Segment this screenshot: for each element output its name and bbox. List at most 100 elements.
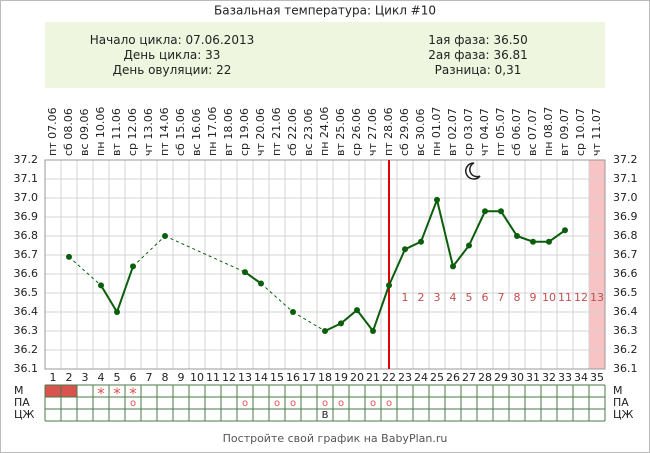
y-tick-label: 36.8	[14, 229, 39, 242]
row-symbol: *	[97, 385, 105, 403]
y-tick-label: 36.2	[14, 343, 39, 356]
info-value: 36.81	[493, 48, 527, 62]
weekday: сб	[286, 143, 299, 156]
date-label: пн 08.07	[542, 107, 555, 156]
temp-point	[418, 238, 424, 245]
info-line: Начало цикла: 07.06.2013	[90, 33, 254, 47]
day-number: 13	[238, 371, 252, 384]
date-label: вт 11.06	[110, 108, 123, 156]
weekday: ср	[350, 143, 363, 156]
info-label: 1ая фаза:	[428, 33, 489, 47]
weekday: ср	[126, 143, 139, 156]
date: 17.06	[206, 107, 219, 139]
date: 08.07	[542, 107, 555, 139]
weekday: ср	[238, 143, 251, 156]
info-line: 1ая фаза: 36.50	[428, 33, 528, 47]
date: 27.06	[366, 108, 379, 140]
highlight-day	[589, 160, 605, 369]
temp-point	[386, 282, 392, 289]
day-number: 4	[98, 371, 105, 384]
temp-point	[66, 253, 72, 260]
info-line: 2ая фаза: 36.81	[428, 48, 528, 62]
row-label: М	[14, 384, 24, 397]
date-label: пн 01.07	[430, 107, 443, 156]
info-box	[45, 22, 605, 88]
plot-border	[44, 159, 606, 370]
phase2-day: 6	[482, 291, 489, 304]
weekday: пт	[158, 142, 171, 156]
phase2-day: 2	[418, 291, 425, 304]
day-number: 15	[270, 371, 284, 384]
gap-connector	[164, 235, 246, 273]
row-symbol: o	[322, 398, 328, 409]
y-tick-label-right: 36.4	[613, 305, 638, 318]
weekday: чт	[254, 143, 267, 156]
date-label: чт 20.06	[254, 108, 267, 156]
temp-point	[370, 328, 376, 334]
info-label: День овуляции:	[113, 63, 213, 77]
y-tick-label: 36.5	[14, 286, 39, 299]
temp-point	[434, 196, 440, 203]
date-label: ср 10.07	[574, 108, 587, 156]
weekday: пт	[46, 142, 59, 156]
filled-cell	[61, 385, 77, 397]
date: 10.06	[94, 107, 107, 139]
info-line: День овуляции: 22	[113, 63, 232, 77]
filled-cell	[45, 385, 61, 397]
date-label: пт 21.06	[270, 107, 283, 156]
phase2-day: 7	[498, 291, 505, 304]
date-label: пт 05.07	[494, 107, 507, 156]
date-label: ср 19.06	[238, 108, 251, 156]
temp-point	[482, 208, 488, 215]
row-label: ЦЖ	[14, 408, 35, 421]
weekday: пн	[94, 142, 107, 156]
day-number: 34	[574, 371, 588, 384]
phase2-day: 3	[434, 291, 441, 304]
weekday: пн	[206, 142, 219, 156]
date: 24.06	[318, 107, 331, 139]
date-label: чт 27.06	[366, 108, 379, 156]
day-number: 20	[350, 371, 364, 384]
day-number: 5	[114, 371, 121, 384]
temp-point	[402, 246, 408, 253]
date-label: вт 18.06	[222, 108, 235, 156]
date: 01.07	[430, 107, 443, 139]
y-tick-label-right: 36.6	[613, 267, 638, 280]
day-number: 28	[478, 371, 492, 384]
date-label: пн 17.06	[206, 107, 219, 156]
date: 06.07	[510, 108, 523, 140]
temp-point	[354, 307, 360, 314]
weekday: чт	[142, 143, 155, 156]
date: 30.06	[414, 108, 427, 140]
weekday: вс	[414, 143, 427, 156]
temp-line	[324, 196, 566, 334]
day-number: 10	[190, 371, 204, 384]
day-number: 8	[162, 371, 169, 384]
date-label: чт 13.06	[142, 108, 155, 156]
date-label: вт 09.07	[558, 108, 571, 156]
day-number: 35	[590, 371, 604, 384]
day-number: 7	[146, 371, 153, 384]
weekday: пт	[494, 142, 507, 156]
weekday: вс	[526, 143, 539, 156]
day-number: 2	[66, 371, 73, 384]
date: 03.07	[462, 108, 475, 140]
temp-point	[322, 328, 328, 334]
date-label: сб 06.07	[510, 108, 523, 156]
day-number: 11	[206, 371, 220, 384]
date: 07.07	[526, 108, 539, 140]
date: 26.06	[350, 108, 363, 140]
weekday: сб	[398, 143, 411, 156]
y-tick-label-right: 37.1	[613, 172, 638, 185]
weekday: пн	[430, 142, 443, 156]
phase2-day: 11	[558, 291, 572, 304]
day-number: 17	[302, 371, 316, 384]
day-number: 26	[446, 371, 460, 384]
y-tick-label-right: 36.7	[613, 248, 638, 261]
day-number: 12	[222, 371, 236, 384]
weekday: сб	[510, 143, 523, 156]
row-symbol: *	[129, 385, 137, 403]
phase2-day: 9	[530, 291, 537, 304]
date-label: пт 14.06	[158, 107, 171, 156]
info-value: 07.06.2013	[186, 33, 255, 47]
